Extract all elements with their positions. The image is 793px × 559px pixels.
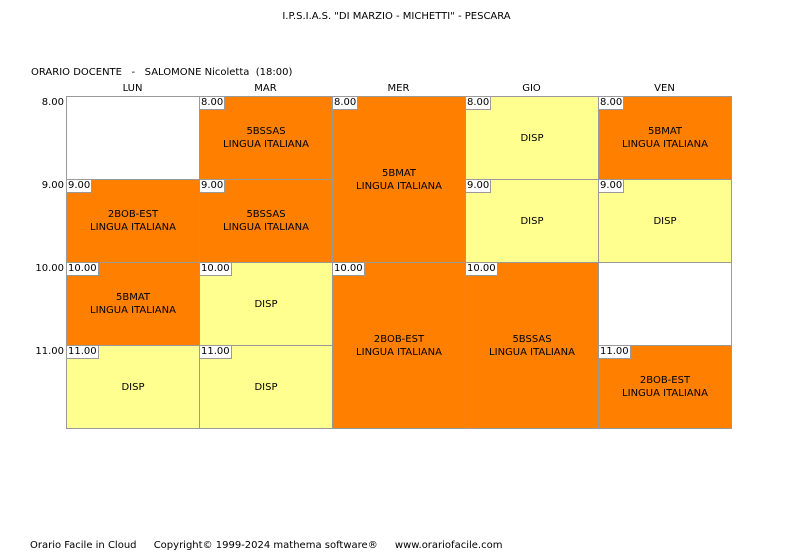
lesson-block[interactable]: 10.00 5BSSAS LINGUA ITALIANA	[465, 262, 599, 429]
slot-time: 8.00	[466, 97, 492, 110]
lesson-block[interactable]: 9.00 5BSSAS LINGUA ITALIANA	[199, 179, 333, 263]
slot-time: 9.00	[466, 180, 492, 193]
hour-label-11: 11.00	[35, 346, 64, 357]
day-header-fri: VEN	[654, 83, 675, 94]
day-header-tue: MAR	[254, 83, 277, 94]
disp-block[interactable]: 8.00 DISP	[465, 96, 599, 180]
lesson-subject: LINGUA ITALIANA	[90, 305, 176, 316]
disp-block[interactable]: 11.00 DISP	[66, 345, 200, 429]
disp-block[interactable]: 9.00 DISP	[465, 179, 599, 263]
lesson-block[interactable]: 11.00 2BOB-EST LINGUA ITALIANA	[598, 345, 732, 429]
lesson-subject: LINGUA ITALIANA	[90, 222, 176, 233]
slot-time: 10.00	[67, 263, 99, 276]
lesson-class: 5BSSAS	[246, 126, 286, 137]
timetable-grid: 9.00 2BOB-EST LINGUA ITALIANA 10.00 5BMA…	[66, 96, 732, 429]
lesson-block[interactable]: 8.00 5BMAT LINGUA ITALIANA	[332, 96, 466, 263]
disp-block[interactable]: 10.00 DISP	[199, 262, 333, 346]
lesson-subject: LINGUA ITALIANA	[356, 346, 442, 358]
teacher-header: ORARIO DOCENTE - SALOMONE Nicoletta (18:…	[31, 67, 293, 78]
slot-time: 11.00	[200, 346, 232, 359]
slot-time: 8.00	[599, 97, 625, 110]
lesson-block[interactable]: 10.00 2BOB-EST LINGUA ITALIANA	[332, 262, 466, 429]
lesson-subject: LINGUA ITALIANA	[489, 346, 575, 358]
lesson-class: 2BOB-EST	[373, 333, 425, 345]
lesson-subject: LINGUA ITALIANA	[223, 222, 309, 233]
lesson-label: DISP	[254, 298, 278, 310]
hour-label-8: 8.00	[41, 97, 64, 108]
lesson-label: DISP	[254, 381, 278, 393]
day-header-mon: LUN	[122, 83, 143, 94]
lesson-block[interactable]: 10.00 5BMAT LINGUA ITALIANA	[66, 262, 200, 346]
footer: Orario Facile in Cloud Copyright© 1999-2…	[30, 540, 516, 551]
lesson-class: 5BMAT	[647, 126, 683, 137]
day-header-wed: MER	[387, 83, 410, 94]
slot-time: 10.00	[200, 263, 232, 276]
lesson-subject: LINGUA ITALIANA	[622, 139, 708, 150]
footer-product: Orario Facile in Cloud	[30, 540, 137, 551]
lesson-subject: LINGUA ITALIANA	[223, 139, 309, 150]
slot-time: 11.00	[599, 346, 631, 359]
slot-time: 9.00	[67, 180, 93, 193]
lesson-class: 5BMAT	[115, 292, 151, 303]
day-header-thu: GIO	[522, 83, 541, 94]
slot-time: 10.00	[333, 263, 365, 276]
disp-block[interactable]: 11.00 DISP	[199, 345, 333, 429]
lesson-block[interactable]: 8.00 5BMAT LINGUA ITALIANA	[598, 96, 732, 180]
lesson-class: 2BOB-EST	[107, 209, 159, 220]
disp-block[interactable]: 9.00 DISP	[598, 179, 732, 263]
slot-time: 8.00	[200, 97, 226, 110]
lesson-class: 5BSSAS	[246, 209, 286, 220]
slot-time: 11.00	[67, 346, 99, 359]
lesson-block[interactable]: 9.00 2BOB-EST LINGUA ITALIANA	[66, 179, 200, 263]
hour-label-9: 9.00	[41, 180, 64, 191]
hour-label-10: 10.00	[35, 263, 64, 274]
slot-time: 9.00	[599, 180, 625, 193]
lesson-subject: LINGUA ITALIANA	[622, 388, 708, 399]
slot-time: 8.00	[333, 97, 359, 110]
school-title: I.P.S.I.A.S. "DI MARZIO - MICHETTI" - PE…	[282, 11, 511, 22]
slot-time: 10.00	[466, 263, 498, 276]
empty-slot	[66, 96, 200, 180]
lesson-block[interactable]: 8.00 5BSSAS LINGUA ITALIANA	[199, 96, 333, 180]
lesson-label: DISP	[653, 215, 677, 227]
lesson-class: 5BSSAS	[512, 333, 552, 345]
lesson-label: DISP	[121, 381, 145, 393]
footer-copyright: Copyright© 1999-2024 mathema software®	[153, 540, 378, 551]
lesson-subject: LINGUA ITALIANA	[356, 180, 442, 192]
lesson-class: 2BOB-EST	[639, 375, 691, 386]
footer-website[interactable]: www.orariofacile.com	[394, 540, 503, 551]
slot-time: 9.00	[200, 180, 226, 193]
lesson-label: DISP	[520, 132, 544, 144]
lesson-label: DISP	[520, 215, 544, 227]
lesson-class: 5BMAT	[381, 167, 417, 179]
empty-slot	[598, 262, 732, 346]
